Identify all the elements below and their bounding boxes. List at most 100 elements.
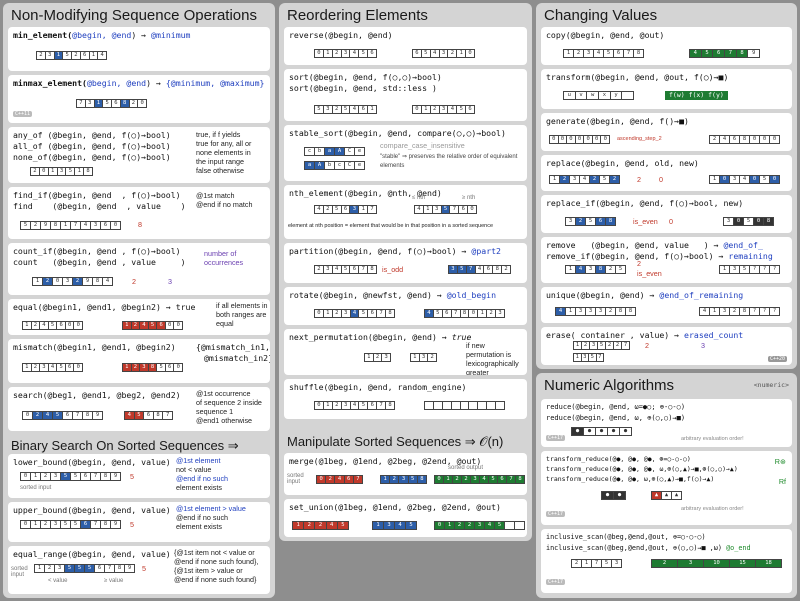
search-value: 5 bbox=[130, 520, 134, 529]
signature: erase( container , value) → erased_count bbox=[546, 330, 744, 340]
remove-value: 2 bbox=[637, 259, 641, 268]
signature: unique(@begin, @end) → @end_of_remaining bbox=[546, 290, 744, 300]
card-equal-range: equal_range(@begin, @end, value) sorted … bbox=[8, 546, 270, 594]
predicate: is_even bbox=[633, 217, 658, 226]
version-tag: C++17 bbox=[546, 435, 566, 441]
note: @end1 otherwise bbox=[196, 416, 253, 425]
version-tag: C++17 bbox=[546, 511, 566, 517]
signature: stable_sort(@begin, @end, compare(○,○)→b… bbox=[289, 128, 506, 138]
section-title: Changing Values bbox=[544, 7, 658, 24]
note: if new bbox=[466, 341, 485, 350]
note: the input range bbox=[196, 157, 244, 166]
note: @1st element > value bbox=[176, 504, 246, 513]
generator-name: ascending_step_2 bbox=[617, 136, 662, 142]
note: greater bbox=[466, 368, 489, 375]
array-output: 2 3 10 15 18 bbox=[651, 559, 782, 568]
note-no-match: @end if no match bbox=[196, 200, 253, 209]
note: true for any, all or bbox=[196, 139, 252, 148]
signature: lower_bound(@begin, @end, value) bbox=[13, 457, 171, 467]
array-after bbox=[424, 401, 506, 410]
card-unique: unique(@begin, @end) → @end_of_remaining… bbox=[541, 287, 792, 323]
stable-note: "stable" ⇒ preserves the relative order … bbox=[380, 154, 518, 169]
find-if-line: find_if(@begin, @end , f(○)→bool) bbox=[13, 190, 181, 200]
note: @end if no such bbox=[176, 513, 229, 522]
note: true, if f yields bbox=[196, 130, 241, 139]
tr-line-2: transform_reduce(@●, @●, @●, ω,⊕(○,▲)→■,… bbox=[546, 465, 738, 473]
signature: replace_if(@begin, @end, f(○)→bool, new) bbox=[546, 198, 744, 208]
signature: copy(@begin, @end, @out) bbox=[546, 30, 665, 40]
erase-count: 3 bbox=[701, 341, 705, 350]
search-value: 5 bbox=[142, 564, 146, 573]
note: number of bbox=[204, 249, 237, 258]
predicate: is_even bbox=[637, 269, 662, 278]
array-after: 4 1 3 2 8??? bbox=[699, 307, 780, 316]
card-inclusive-scan: inclusive_scan(@beg,@end,@out, ⊕=○-○-○) … bbox=[541, 529, 792, 593]
note: if all elements in bbox=[216, 301, 268, 310]
array-diagram-1: ● ● bbox=[601, 491, 626, 500]
scan-line-1: inclusive_scan(@beg,@end,@out, ⊕=○-○-○) bbox=[546, 533, 706, 541]
card-minmax-element: minmax_element(@begin, @end) → {@minimum… bbox=[8, 75, 270, 123]
signature: minmax_element(@begin, @end) → {@minimum… bbox=[13, 78, 265, 88]
sorted-output-label: sorted output bbox=[448, 465, 484, 471]
note: not < value bbox=[176, 465, 212, 474]
card-merge: merge(@1beg, @1end, @2beg, @2end, @out) … bbox=[284, 453, 527, 495]
note: sequence 1 bbox=[196, 407, 234, 416]
note: {@1st item > value or bbox=[174, 566, 243, 575]
count-if-line: count_if(@begin, @end , f(○)→bool) bbox=[13, 246, 181, 256]
column-non-modifying: Non-Modifying Sequence Operations min_el… bbox=[3, 3, 275, 598]
card-rotate: rotate(@begin, @newfst, @end) → @old_beg… bbox=[284, 287, 527, 325]
remove-line: remove (@begin, @end, value ) → @end_of_ bbox=[546, 240, 763, 250]
le-label: ≤ nth bbox=[412, 195, 426, 201]
version-tag: C++20 bbox=[767, 356, 787, 362]
count-value: 2 bbox=[132, 277, 136, 286]
array-after: 1 3 5??? bbox=[719, 265, 780, 274]
note: element exists bbox=[176, 483, 222, 492]
note: none elements in bbox=[196, 148, 251, 157]
signature: replace(@begin, @end, old, new) bbox=[546, 158, 699, 168]
signature: partition(@begin, @end, f(○)→bool) → @pa… bbox=[289, 246, 501, 256]
note: lexicographically bbox=[466, 359, 519, 368]
note: false otherwise bbox=[196, 166, 244, 175]
note: permutation is bbox=[466, 350, 512, 359]
signature: upper_bound(@begin, @end, value) bbox=[13, 505, 171, 515]
signature: equal_range(@begin, @end, value) bbox=[13, 549, 171, 559]
version-tag: C++17 bbox=[546, 579, 566, 585]
any-of-line: any_of (@begin, @end, f(○)→bool) bbox=[13, 130, 171, 140]
card-partition: partition(@begin, @end, f(○)→bool) → @pa… bbox=[284, 243, 527, 283]
section-title-sorted-sequences: Manipulate Sorted Sequences ⇒ 𝒪(n) bbox=[287, 434, 504, 449]
sorted-label: sorted input bbox=[20, 485, 52, 491]
all-of-line: all_of (@begin, @end, f(○)→bool) bbox=[13, 141, 171, 151]
section-title: Numeric Algorithms bbox=[544, 377, 675, 394]
section-title: Reordering Elements bbox=[287, 7, 428, 24]
card-reduce: reduce(@begin, @end, ω=●○; ⊕-○-○) reduce… bbox=[541, 399, 792, 447]
